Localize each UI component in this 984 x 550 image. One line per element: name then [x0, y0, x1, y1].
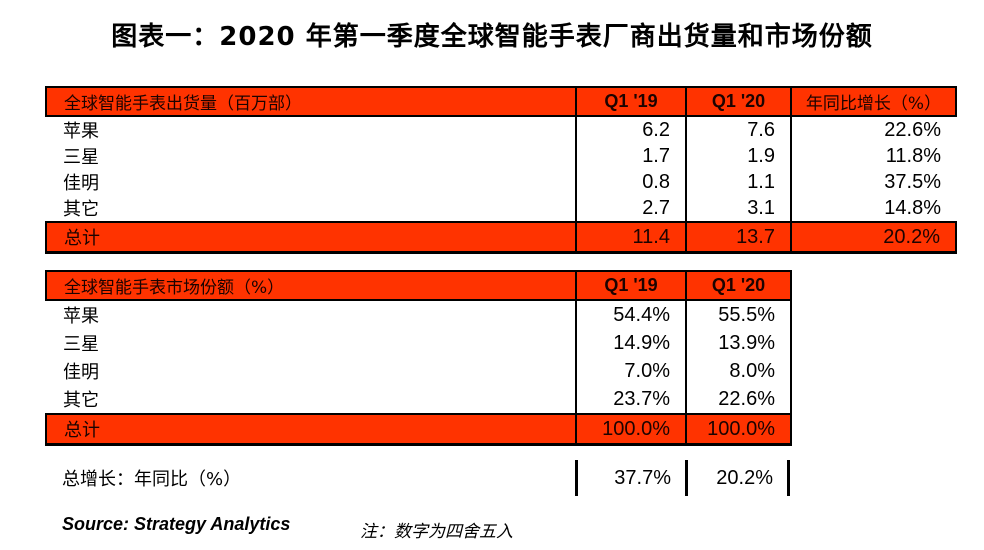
- col-header-q1-19: Q1 '19: [575, 270, 687, 301]
- share-header-row: 全球智能手表市场份额（%） Q1 '19 Q1 '20: [45, 270, 792, 301]
- growth-label: 总增长：年同比（%）: [62, 469, 242, 490]
- table-row-apple: 苹果 54.4% 55.5%: [46, 300, 792, 329]
- cell-q1-20: 8.0%: [685, 357, 792, 385]
- cell-q1-20: 1.9: [685, 143, 791, 169]
- table-row-samsung: 三星 1.7 1.9 11.8%: [46, 143, 956, 169]
- total-q1-20: 13.7: [685, 221, 791, 254]
- growth-q1-19: 37.7%: [575, 460, 685, 496]
- col-header-yoy: 年同比增长（%）: [790, 86, 957, 117]
- row-label: 三星: [63, 334, 99, 355]
- cell-q1-19: 0.8: [575, 169, 686, 195]
- table-row-garmin: 佳明 7.0% 8.0%: [46, 357, 792, 385]
- share-table-title: 全球智能手表市场份额（%）: [45, 270, 577, 301]
- rounding-note: 注：数字为四舍五入: [360, 522, 513, 542]
- total-q1-20: 100.0%: [685, 413, 792, 446]
- table-row-garmin: 佳明 0.8 1.1 37.5%: [46, 169, 956, 195]
- col-header-q1-20: Q1 '20: [685, 270, 792, 301]
- total-label: 总计: [45, 413, 576, 446]
- market-share-table: 全球智能手表市场份额（%） Q1 '19 Q1 '20 苹果 54.4% 55.…: [45, 270, 792, 446]
- row-label: 佳明: [63, 362, 99, 383]
- shipments-table-title: 全球智能手表出货量（百万部）: [45, 86, 577, 117]
- row-label: 其它: [63, 390, 99, 411]
- growth-q1-20: 20.2%: [685, 460, 790, 496]
- share-total-row: 总计 100.0% 100.0%: [45, 413, 792, 446]
- total-label: 总计: [45, 221, 576, 254]
- cell-q1-19: 2.7: [575, 195, 686, 222]
- total-q1-19: 100.0%: [575, 413, 686, 446]
- row-label: 三星: [63, 147, 99, 168]
- total-q1-19: 11.4: [575, 221, 686, 254]
- col-header-q1-19: Q1 '19: [575, 86, 687, 117]
- cell-q1-19: 1.7: [575, 143, 686, 169]
- source-credit: Source: Strategy Analytics: [62, 514, 291, 534]
- cell-yoy: 22.6%: [790, 116, 956, 143]
- cell-q1-19: 23.7%: [575, 385, 686, 414]
- cell-yoy: 14.8%: [790, 195, 956, 222]
- total-yoy: 20.2%: [790, 221, 957, 254]
- row-label: 苹果: [63, 306, 99, 327]
- cell-q1-20: 3.1: [685, 195, 791, 222]
- shipments-total-row: 总计 11.4 13.7 20.2%: [45, 221, 957, 254]
- row-label: 佳明: [63, 173, 99, 194]
- cell-q1-19: 14.9%: [575, 329, 686, 357]
- table-row-samsung: 三星 14.9% 13.9%: [46, 329, 792, 357]
- figure-title: 图表一：2020 年第一季度全球智能手表厂商出货量和市场份额: [111, 22, 873, 52]
- cell-q1-19: 7.0%: [575, 357, 686, 385]
- shipments-table: 全球智能手表出货量（百万部） Q1 '19 Q1 '20 年同比增长（%） 苹果…: [45, 86, 957, 254]
- cell-q1-19: 54.4%: [575, 300, 686, 329]
- row-label: 苹果: [63, 121, 99, 142]
- table-row-apple: 苹果 6.2 7.6 22.6%: [46, 116, 956, 143]
- cell-q1-20: 22.6%: [685, 385, 792, 414]
- total-growth-row: 总增长：年同比（%） 37.7% 20.2%: [45, 460, 790, 496]
- cell-q1-20: 13.9%: [685, 329, 792, 357]
- cell-q1-19: 6.2: [575, 116, 686, 143]
- col-header-q1-20: Q1 '20: [685, 86, 792, 117]
- table-row-others: 其它 2.7 3.1 14.8%: [46, 195, 956, 222]
- row-label: 其它: [63, 199, 99, 220]
- table-row-others: 其它 23.7% 22.6%: [46, 385, 792, 414]
- shipments-header-row: 全球智能手表出货量（百万部） Q1 '19 Q1 '20 年同比增长（%）: [45, 86, 957, 117]
- cell-q1-20: 7.6: [685, 116, 791, 143]
- cell-q1-20: 55.5%: [685, 300, 792, 329]
- cell-yoy: 11.8%: [790, 143, 956, 169]
- cell-q1-20: 1.1: [685, 169, 791, 195]
- cell-yoy: 37.5%: [790, 169, 956, 195]
